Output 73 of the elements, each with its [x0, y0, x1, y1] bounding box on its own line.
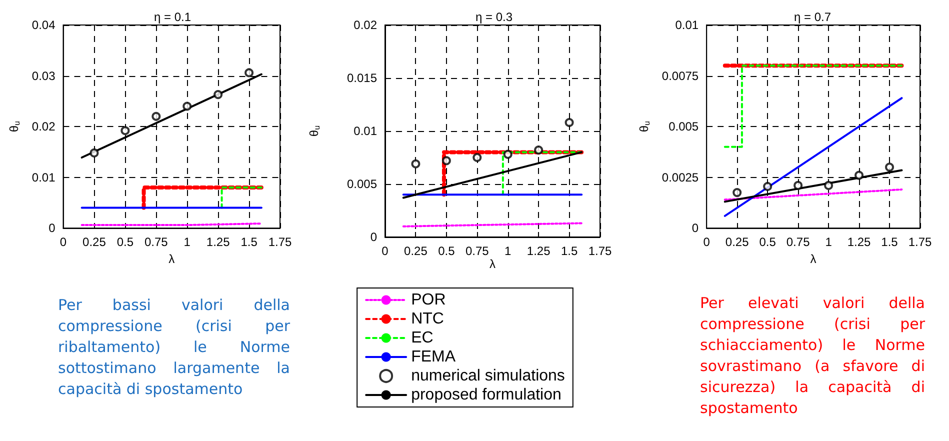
point	[411, 159, 420, 168]
point	[732, 188, 742, 198]
point	[244, 68, 254, 78]
point	[442, 156, 451, 166]
y-axis-title: θu	[307, 125, 322, 137]
x-tick-label: 0.25	[82, 235, 106, 250]
x-tick-label: 1	[825, 235, 832, 250]
y-tick-label: 0.01	[32, 170, 56, 184]
x-tick-label: 0.75	[465, 244, 490, 258]
y-tick-label: 0	[692, 221, 699, 236]
x-axis-title: λ	[168, 252, 175, 266]
x-tick-label: 1	[184, 235, 191, 250]
point	[763, 182, 772, 191]
x-tick-label: 0.75	[786, 235, 810, 250]
x-tick-label: 0	[60, 235, 67, 250]
x-tick-label: 0.5	[759, 235, 776, 250]
point	[534, 146, 544, 155]
y-tick-label: 0.005	[346, 177, 378, 191]
x-axis-title: λ	[810, 252, 816, 266]
y-tick-label: 0.005	[668, 120, 699, 134]
x-tick-label: 0.25	[404, 244, 428, 258]
x-tick-label: 0.5	[116, 235, 134, 250]
y-tick-label: 0.02	[32, 120, 56, 134]
x-tick-label: 0.25	[725, 235, 750, 250]
x-tick-label: 0.5	[438, 244, 456, 258]
x-tick-label: 0.75	[144, 235, 168, 250]
x-tick-label: 1.5	[881, 235, 898, 250]
point	[90, 148, 99, 158]
point	[503, 150, 512, 159]
legend-label: proposed formulation	[411, 386, 562, 404]
y-tick-label: 0.0025	[662, 170, 699, 184]
x-tick-label: 1.75	[908, 235, 932, 250]
x-tick-label: 1.5	[560, 244, 578, 258]
x-tick-label: 1.75	[588, 244, 612, 258]
y-tick-label: 0.02	[354, 18, 378, 32]
x-axis-title: λ	[490, 256, 496, 271]
x-tick-label: 1.75	[268, 235, 292, 250]
point	[182, 102, 192, 111]
legend-label: EC	[411, 330, 434, 346]
point	[472, 153, 482, 162]
x-tick-label: 0	[382, 244, 389, 258]
legend-label: FEMA	[411, 348, 456, 366]
point	[794, 180, 803, 190]
y-tick-label: 0.01	[354, 124, 378, 138]
chart-title: η = 0.7	[794, 10, 832, 24]
legend-label: NTC	[411, 310, 444, 328]
point	[885, 162, 894, 172]
legend-label: numerical simulations	[411, 368, 565, 384]
point	[152, 112, 161, 121]
x-tick-label: 1	[504, 244, 512, 258]
x-tick-label: 1.25	[526, 244, 551, 258]
point	[120, 126, 130, 136]
y-tick-label: 0.0075	[662, 68, 699, 83]
x-tick-label: 1.25	[206, 235, 230, 250]
y-axis-title: θu	[637, 120, 652, 132]
y-tick-label: 0.04	[32, 18, 56, 32]
y-axis-title: θu	[7, 120, 22, 132]
text: Per bassi valori della compressione (crisi per ribaltamento) le Norme sottostimano largamente la capacità di spostamento	[58, 295, 290, 400]
chart-title: η = 0.1	[154, 10, 192, 24]
y-tick-label: 0	[48, 221, 56, 236]
chart-title: η = 0.3	[475, 10, 513, 24]
point	[564, 118, 574, 128]
y-tick-label: 0.015	[346, 71, 378, 85]
text: Per elevati valori della compressione (crisi per schiacciamento) le Norme sovrastimano (a sfavore di sicurezza) la capacità di spostamento	[700, 293, 925, 419]
legend-label: POR	[411, 292, 446, 308]
y-tick-label: 0.01	[675, 18, 699, 32]
point	[214, 90, 223, 100]
point	[854, 170, 864, 180]
y-tick-label: 0.03	[32, 68, 56, 83]
x-tick-label: 0	[703, 235, 710, 250]
x-tick-label: 1.25	[847, 235, 872, 250]
point	[824, 180, 834, 190]
x-tick-label: 1.5	[240, 235, 258, 250]
